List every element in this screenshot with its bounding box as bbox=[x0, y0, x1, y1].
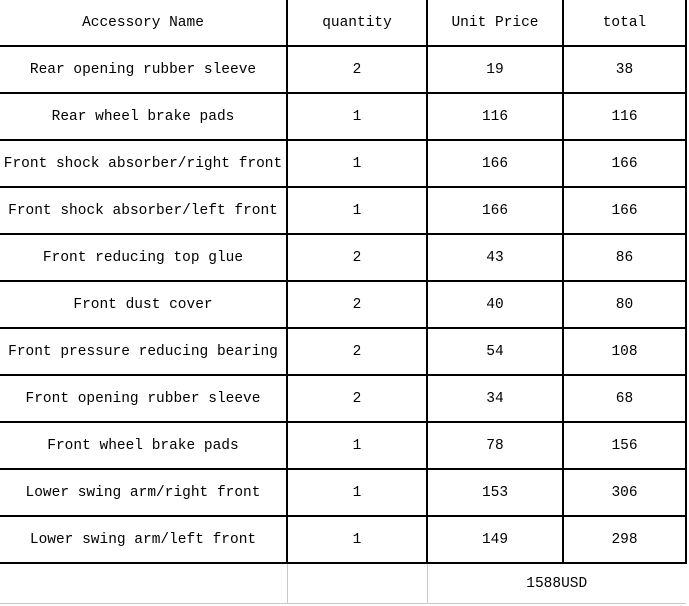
cell-unit-price: 78 bbox=[427, 422, 564, 470]
footer-grand-total: 1588USD bbox=[427, 563, 686, 604]
table-row: Front shock absorber/right front 1 166 1… bbox=[0, 140, 687, 188]
cell-total: 156 bbox=[563, 422, 687, 470]
header-row: Accessory Name quantity Unit Price total bbox=[0, 0, 687, 47]
cell-unit-price: 43 bbox=[427, 234, 564, 282]
cell-unit-price: 149 bbox=[427, 516, 564, 564]
cell-quantity: 2 bbox=[287, 375, 428, 423]
cell-total: 68 bbox=[563, 375, 687, 423]
cell-accessory-name: Rear opening rubber sleeve bbox=[0, 46, 288, 94]
cell-total: 86 bbox=[563, 234, 687, 282]
cell-accessory-name: Front shock absorber/right front bbox=[0, 140, 288, 188]
cell-unit-price: 116 bbox=[427, 93, 564, 141]
cell-quantity: 1 bbox=[287, 140, 428, 188]
cell-accessory-name: Front dust cover bbox=[0, 281, 288, 329]
cell-accessory-name: Front pressure reducing bearing bbox=[0, 328, 288, 376]
cell-accessory-name: Rear wheel brake pads bbox=[0, 93, 288, 141]
cell-unit-price: 166 bbox=[427, 140, 564, 188]
cell-quantity: 2 bbox=[287, 281, 428, 329]
footer-empty-quantity-cell bbox=[287, 563, 428, 604]
cell-quantity: 1 bbox=[287, 422, 428, 470]
table-row: Lower swing arm/left front 1 149 298 bbox=[0, 516, 687, 564]
table-row: Front dust cover 2 40 80 bbox=[0, 281, 687, 329]
cell-accessory-name: Front reducing top glue bbox=[0, 234, 288, 282]
cell-accessory-name: Front opening rubber sleeve bbox=[0, 375, 288, 423]
cell-accessory-name: Front wheel brake pads bbox=[0, 422, 288, 470]
cell-unit-price: 34 bbox=[427, 375, 564, 423]
table-row: Lower swing arm/right front 1 153 306 bbox=[0, 469, 687, 517]
cell-total: 298 bbox=[563, 516, 687, 564]
cell-quantity: 2 bbox=[287, 46, 428, 94]
table-row: Front opening rubber sleeve 2 34 68 bbox=[0, 375, 687, 423]
cell-quantity: 1 bbox=[287, 93, 428, 141]
cell-quantity: 1 bbox=[287, 187, 428, 235]
cell-total: 108 bbox=[563, 328, 687, 376]
cell-accessory-name: Front shock absorber/left front bbox=[0, 187, 288, 235]
cell-total: 306 bbox=[563, 469, 687, 517]
table-row: Front reducing top glue 2 43 86 bbox=[0, 234, 687, 282]
cell-quantity: 1 bbox=[287, 469, 428, 517]
table-row: Front wheel brake pads 1 78 156 bbox=[0, 422, 687, 470]
cell-quantity: 2 bbox=[287, 328, 428, 376]
cell-total: 80 bbox=[563, 281, 687, 329]
header-accessory-name: Accessory Name bbox=[0, 0, 288, 47]
table-row: Rear wheel brake pads 1 116 116 bbox=[0, 93, 687, 141]
table-row: Front pressure reducing bearing 2 54 108 bbox=[0, 328, 687, 376]
cell-quantity: 2 bbox=[287, 234, 428, 282]
header-unit-price: Unit Price bbox=[427, 0, 564, 47]
header-total: total bbox=[563, 0, 687, 47]
cell-accessory-name: Lower swing arm/left front bbox=[0, 516, 288, 564]
cell-unit-price: 40 bbox=[427, 281, 564, 329]
footer-row: 1588USD bbox=[0, 563, 686, 604]
cell-unit-price: 153 bbox=[427, 469, 564, 517]
footer-empty-name-cell bbox=[0, 563, 288, 604]
cell-total: 166 bbox=[563, 140, 687, 188]
cell-total: 116 bbox=[563, 93, 687, 141]
cell-unit-price: 54 bbox=[427, 328, 564, 376]
cell-total: 166 bbox=[563, 187, 687, 235]
cell-unit-price: 166 bbox=[427, 187, 564, 235]
cell-accessory-name: Lower swing arm/right front bbox=[0, 469, 288, 517]
cell-quantity: 1 bbox=[287, 516, 428, 564]
table-row: Rear opening rubber sleeve 2 19 38 bbox=[0, 46, 687, 94]
cell-total: 38 bbox=[563, 46, 687, 94]
cell-unit-price: 19 bbox=[427, 46, 564, 94]
header-quantity: quantity bbox=[287, 0, 428, 47]
table-row: Front shock absorber/left front 1 166 16… bbox=[0, 187, 687, 235]
